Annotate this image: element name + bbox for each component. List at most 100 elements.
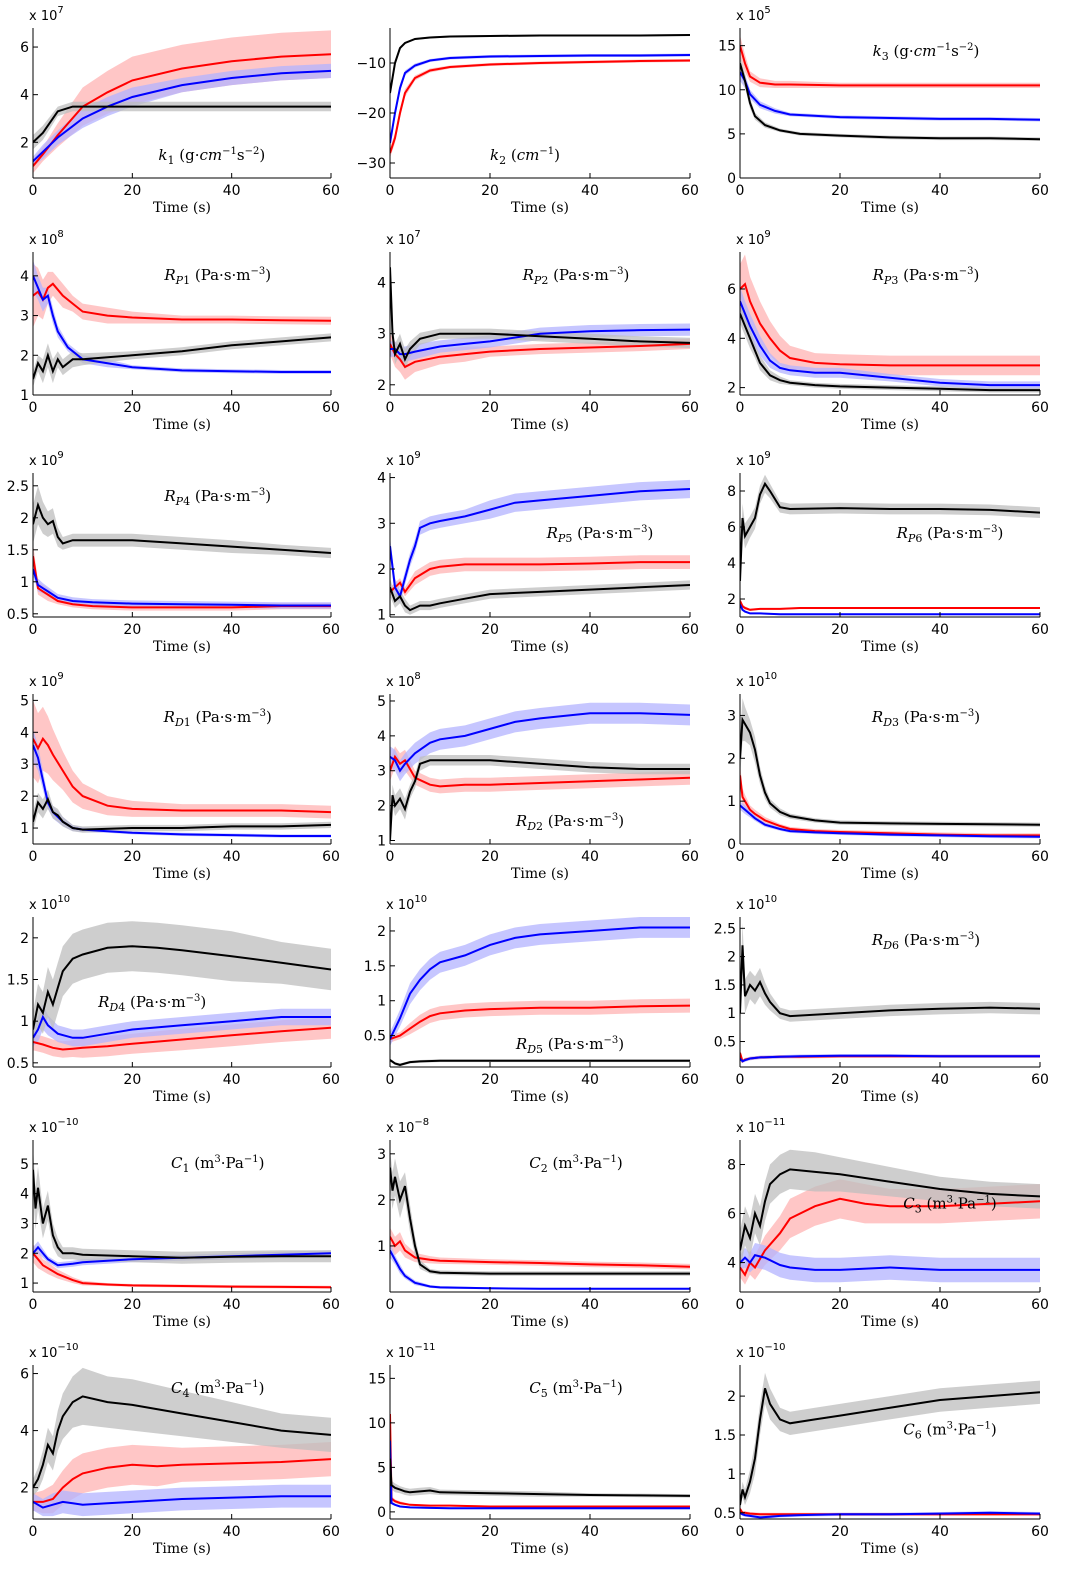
- series-line-blue: [740, 1254, 1040, 1271]
- series-line-black: [33, 336, 331, 380]
- x-tick-label: 40: [581, 400, 599, 416]
- x-axis-label: Time (s): [153, 417, 211, 433]
- y-tick-label: 8: [727, 484, 736, 500]
- x-tick-label: 20: [831, 1297, 849, 1313]
- x-tick-label: 60: [1031, 1524, 1049, 1540]
- x-tick-label: 20: [123, 849, 141, 865]
- subplot-3: 0 20 40 60 0 5 10 15x 105 Time (s) k3 (g·cm−1s−2): [718, 5, 1049, 216]
- subplot-18: 0 20 40 60 4 6 8 x 10−11 Time (s) C3 (m3·Pa−1): [727, 1117, 1049, 1330]
- series-line-black: [33, 1395, 331, 1489]
- y-tick-label: 10: [368, 1416, 386, 1432]
- x-tick-label: 60: [1031, 1297, 1049, 1313]
- series-line-red: [390, 342, 690, 369]
- subplot-title: RP1 (Pa·s·m−3): [163, 266, 271, 287]
- y-tick-label: 2: [377, 378, 386, 394]
- subplot-20: 0 20 40 60 0 5 10 15x 10−11 Time (s) C5 (m3·Pa−1): [368, 1342, 699, 1557]
- axis-exponent: x 10−8: [386, 1117, 429, 1136]
- y-tick-label: 4: [727, 1256, 736, 1272]
- x-axis-label: Time (s): [511, 866, 569, 882]
- y-tick-label: 1: [20, 1014, 29, 1030]
- x-axis-label: Time (s): [861, 1541, 919, 1557]
- y-tick-label: 15: [368, 1371, 386, 1387]
- y-tick-label: 3: [377, 516, 386, 532]
- plot-area: [33, 485, 331, 611]
- x-tick-label: 60: [1031, 849, 1049, 865]
- y-tick-label: 0.5: [7, 1056, 29, 1072]
- y-tick-label: 1: [727, 794, 736, 810]
- x-axis-label: Time (s): [861, 417, 919, 433]
- y-tick-label: 3: [727, 708, 736, 724]
- subplot-title: C1 (m3·Pa−1): [171, 1154, 264, 1175]
- y-tick-label: 4: [20, 1187, 29, 1203]
- y-tick-label: 2: [20, 511, 29, 527]
- y-tick-label: 1: [20, 388, 29, 404]
- y-tick-label: 2: [727, 950, 736, 966]
- x-tick-label: 60: [681, 400, 699, 416]
- series-line-black: [740, 716, 1040, 826]
- series-line-blue: [740, 1511, 1040, 1519]
- series-band-black: [740, 474, 1040, 592]
- x-tick-label: 20: [831, 1524, 849, 1540]
- series-line-black: [390, 1167, 690, 1275]
- y-tick-label: 3: [377, 327, 386, 343]
- series-line-blue: [740, 603, 1040, 616]
- x-tick-label: 60: [1031, 1072, 1049, 1088]
- x-tick-label: 40: [581, 183, 599, 199]
- x-tick-label: 20: [123, 1297, 141, 1313]
- x-tick-label: 20: [831, 183, 849, 199]
- series-band-red: [33, 1442, 331, 1514]
- y-tick-label: 2: [20, 931, 29, 947]
- series-line-blue: [740, 1054, 1040, 1063]
- axis-exponent: x 10−10: [29, 1342, 78, 1361]
- x-tick-label: 60: [1031, 400, 1049, 416]
- y-tick-label: 4: [727, 556, 736, 572]
- series-line-red: [390, 561, 690, 594]
- series-band-black: [740, 1149, 1040, 1270]
- plot-area: [740, 474, 1040, 616]
- series-band-blue: [390, 1243, 690, 1290]
- x-axis-label: Time (s): [511, 417, 569, 433]
- x-tick-label: 20: [481, 1072, 499, 1088]
- x-tick-label: 20: [481, 1524, 499, 1540]
- x-axis-label: Time (s): [861, 639, 919, 655]
- plot-area: [740, 254, 1040, 393]
- series-line-blue: [390, 54, 690, 144]
- x-tick-label: 0: [386, 1524, 395, 1540]
- series-line-red: [390, 1413, 690, 1508]
- series-band-red: [390, 998, 690, 1043]
- series-line-red: [33, 1026, 331, 1051]
- series-band-black: [740, 1372, 1040, 1509]
- subplot-title: k2 (cm−1): [490, 146, 560, 167]
- y-tick-label: 4: [377, 729, 386, 745]
- subplot-title: RP2 (Pa·s·m−3): [522, 266, 630, 287]
- x-tick-label: 0: [29, 1297, 38, 1313]
- x-tick-label: 20: [123, 400, 141, 416]
- series-line-red: [390, 59, 690, 154]
- x-tick-label: 60: [322, 183, 340, 199]
- series-band-blue: [390, 323, 690, 362]
- series-line-blue: [33, 275, 331, 373]
- axis-exponent: x 109: [736, 450, 771, 469]
- series-line-blue: [33, 568, 331, 607]
- series-band-black: [740, 922, 1040, 1031]
- x-tick-label: 0: [29, 400, 38, 416]
- x-tick-label: 0: [29, 622, 38, 638]
- x-tick-label: 60: [681, 1524, 699, 1540]
- series-line-blue: [390, 1440, 690, 1510]
- y-tick-label: 1.5: [7, 973, 29, 989]
- x-tick-label: 20: [831, 1072, 849, 1088]
- x-tick-label: 40: [223, 1297, 241, 1313]
- series-band-red: [390, 333, 690, 380]
- series-line-blue: [390, 1250, 690, 1290]
- x-tick-label: 0: [386, 183, 395, 199]
- y-tick-label: 5: [20, 1157, 29, 1173]
- y-tick-label: 1: [727, 1467, 736, 1483]
- series-line-red: [390, 1004, 690, 1041]
- series-band-blue: [390, 1436, 690, 1510]
- y-tick-label: 0: [727, 171, 736, 187]
- series-band-blue: [740, 1243, 1040, 1283]
- subplot-title: k3 (g·cm−1s−2): [873, 42, 980, 63]
- plot-area: [390, 479, 690, 615]
- x-axis-label: Time (s): [153, 1314, 211, 1330]
- series-line-blue: [33, 1014, 331, 1039]
